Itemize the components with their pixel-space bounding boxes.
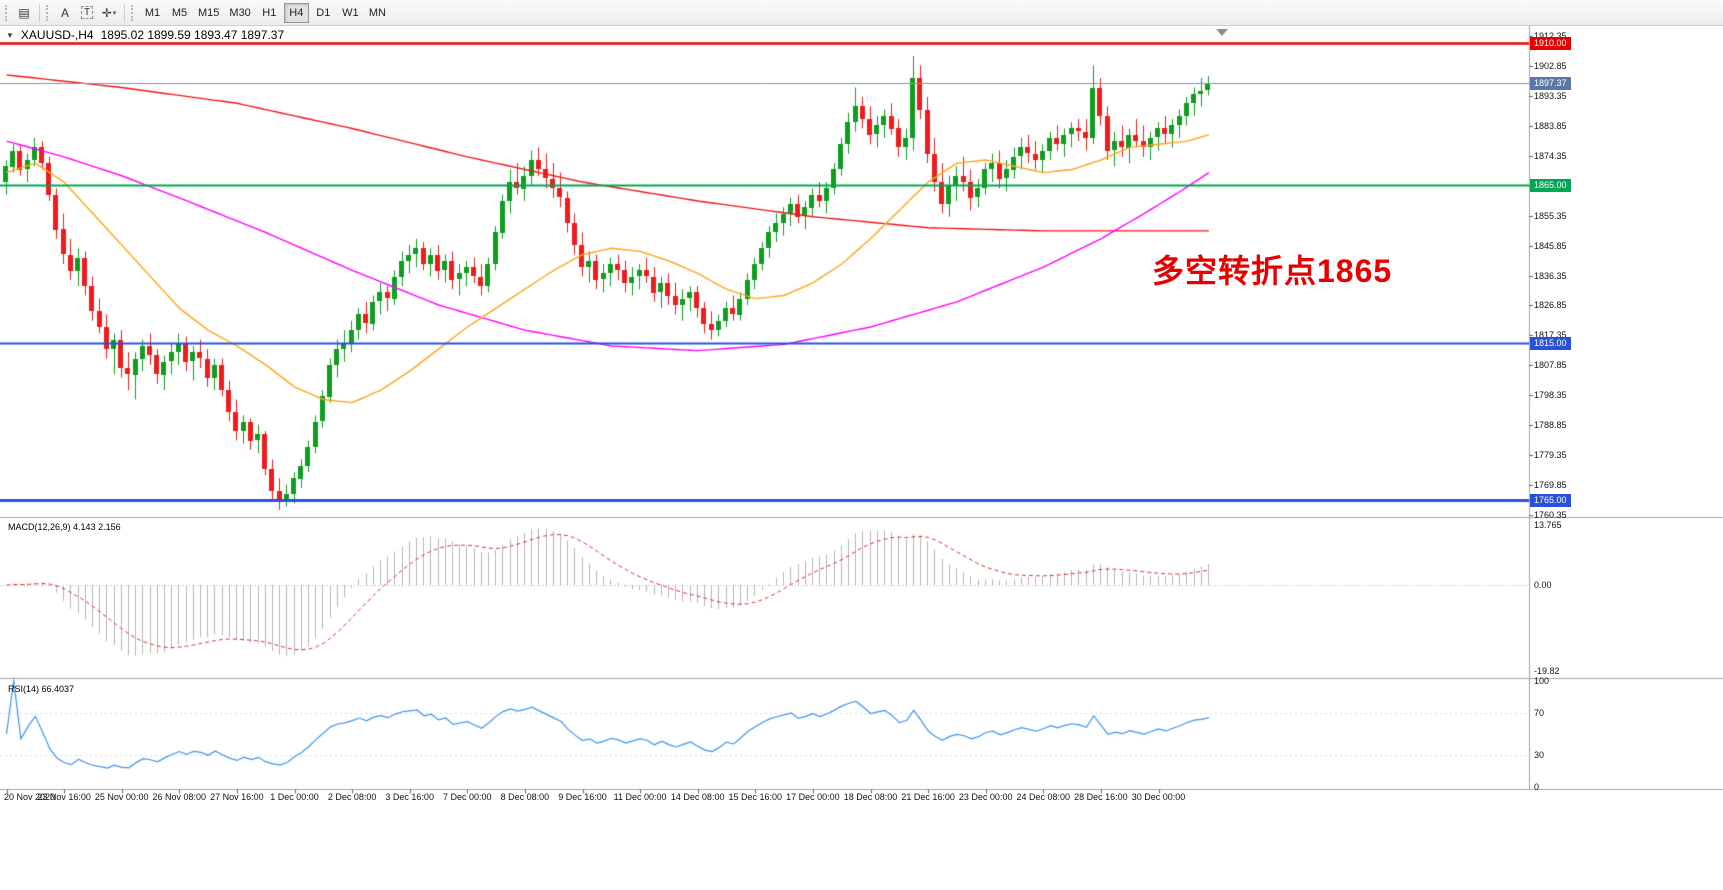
timeframe-button-m30[interactable]: M30 xyxy=(229,6,251,19)
chart-grid-icon[interactable]: ▤ xyxy=(18,5,30,20)
chart-canvas[interactable] xyxy=(0,26,1723,890)
macd-indicator-label: MACD(12,26,9) 4.143 2.156 xyxy=(8,522,121,532)
annotation-text: 多空转折点1865 xyxy=(1152,253,1393,289)
price-badge: 1765.00 xyxy=(1530,494,1571,508)
timeframe-group: M1 M5 M15 M30 H1 H4 D1 W1 MN xyxy=(139,2,391,23)
price-badge: 1910.00 xyxy=(1530,37,1571,51)
price-axis-label: 1836.35 xyxy=(1534,270,1567,281)
timeframe-button-m5[interactable]: M5 xyxy=(171,6,188,19)
timeframe-button-mn[interactable]: MN xyxy=(368,6,386,19)
macd-values: 4.143 2.156 xyxy=(73,522,121,532)
time-axis-label: 15 Dec 16:00 xyxy=(728,792,783,802)
timeframe-button-m1[interactable]: M1 xyxy=(144,6,161,19)
time-axis-label: 18 Dec 08:00 xyxy=(843,792,898,802)
macd-name: MACD(12,26,9) xyxy=(8,522,71,532)
time-axis-label: 17 Dec 00:00 xyxy=(786,792,840,802)
price-axis-label: 1788.85 xyxy=(1534,420,1567,431)
text-tool-icon[interactable]: A xyxy=(60,5,69,20)
toolbar-drag-handle[interactable] xyxy=(131,4,135,21)
rsi-axis-label: 70 xyxy=(1534,707,1545,718)
label-tool-icon[interactable]: T xyxy=(76,3,98,23)
rsi-axis-label: 0 xyxy=(1534,782,1540,792)
time-axis-label: 28 Dec 16:00 xyxy=(1074,792,1128,802)
price-badge: 1815.00 xyxy=(1530,336,1571,350)
time-axis-label: 20 Nov 2020 xyxy=(4,792,56,802)
crosshair-glyph: ✛ xyxy=(101,5,112,20)
rsi-name: RSI(14) xyxy=(8,684,40,694)
time-axis-label: 7 Dec 00:00 xyxy=(443,792,492,802)
time-axis-label: 25 Nov 00:00 xyxy=(94,792,149,802)
time-axis-label: 9 Dec 16:00 xyxy=(558,792,607,802)
rsi-axis-label: 30 xyxy=(1534,750,1545,761)
macd-axis-label: -19.82 xyxy=(1534,665,1560,676)
ohlc-values: 1895.02 1899.59 1893.47 1897.37 xyxy=(100,28,285,42)
time-axis-label: 3 Dec 16:00 xyxy=(385,792,434,802)
symbol-name: XAUUSD-,H4 xyxy=(20,28,94,42)
timeframe-button-m15[interactable]: M15 xyxy=(198,6,220,19)
price-badge: 1865.00 xyxy=(1530,179,1571,193)
time-axis-label: 1 Dec 00:00 xyxy=(270,792,319,802)
price-axis-label: 1893.35 xyxy=(1534,90,1567,101)
time-axis-label: 26 Nov 08:00 xyxy=(152,792,207,802)
price-axis-label: 1826.85 xyxy=(1534,300,1567,311)
time-axis-label: 11 Dec 00:00 xyxy=(613,792,667,802)
price-axis-label: 1902.85 xyxy=(1534,60,1567,71)
time-axis-label: 8 Dec 08:00 xyxy=(500,792,550,802)
timeframe-button-d1[interactable]: D1 xyxy=(316,6,331,19)
timeframe-button-h1[interactable]: H1 xyxy=(262,6,277,19)
price-badge: 1897.37 xyxy=(1530,77,1571,91)
price-axis-label: 1807.85 xyxy=(1534,360,1567,371)
collapse-arrow-icon[interactable]: ▼ xyxy=(6,30,14,40)
price-axis-label: 1760.35 xyxy=(1534,510,1567,520)
time-axis-label: 27 Nov 16:00 xyxy=(210,792,264,802)
toolbar-separator xyxy=(124,3,125,22)
price-axis-label: 1855.35 xyxy=(1534,210,1567,221)
rsi-indicator-label: RSI(14) 66.4037 xyxy=(8,684,74,694)
toolbar-drag-handle[interactable] xyxy=(5,4,9,21)
time-axis-label: 24 Dec 08:00 xyxy=(1016,792,1071,802)
price-axis-label: 1845.85 xyxy=(1534,240,1567,251)
toolbar: ▤ A T ✛ ▾ M1 M5 M15 M30 H1 H4 D1 W1 MN xyxy=(0,0,1723,26)
chevron-down-icon: ▾ xyxy=(112,9,117,17)
rsi-value: 66.4037 xyxy=(41,684,75,694)
rsi-axis-label: 100 xyxy=(1534,676,1550,686)
macd-axis-label: 0.00 xyxy=(1534,580,1552,590)
price-axis-label: 1912.35 xyxy=(1534,31,1567,41)
price-axis-label: 1779.35 xyxy=(1534,450,1567,461)
time-axis-label: 23 Nov 16:00 xyxy=(37,792,91,802)
price-axis-label: 1798.35 xyxy=(1534,390,1567,401)
price-axis-label: 1874.35 xyxy=(1534,150,1567,161)
symbol-title: ▼ XAUUSD-,H4 1895.02 1899.59 1893.47 189… xyxy=(6,28,284,42)
time-axis-label: 23 Dec 00:00 xyxy=(958,792,1013,802)
crosshair-tool-icon[interactable]: ✛ ▾ xyxy=(98,3,120,23)
price-axis-label: 1817.35 xyxy=(1534,330,1567,341)
macd-axis-label: 13.765 xyxy=(1534,520,1562,531)
label-tool-glyph: T xyxy=(80,6,94,19)
toolbar-drag-handle[interactable] xyxy=(46,4,50,21)
time-axis-label: 2 Dec 08:00 xyxy=(327,792,377,802)
time-axis-label: 14 Dec 08:00 xyxy=(670,792,725,802)
price-axis-label: 1883.85 xyxy=(1534,120,1567,131)
timeframe-button-h4[interactable]: H4 xyxy=(283,2,309,23)
chart-window: ▼ XAUUSD-,H4 1895.02 1899.59 1893.47 189… xyxy=(0,26,1723,890)
timeframe-button-w1[interactable]: W1 xyxy=(342,6,359,19)
toolbar-separator xyxy=(39,3,40,22)
time-axis-label: 30 Dec 00:00 xyxy=(1131,792,1186,802)
price-axis-label: 1769.85 xyxy=(1534,480,1567,491)
time-axis-label: 21 Dec 16:00 xyxy=(901,792,955,802)
